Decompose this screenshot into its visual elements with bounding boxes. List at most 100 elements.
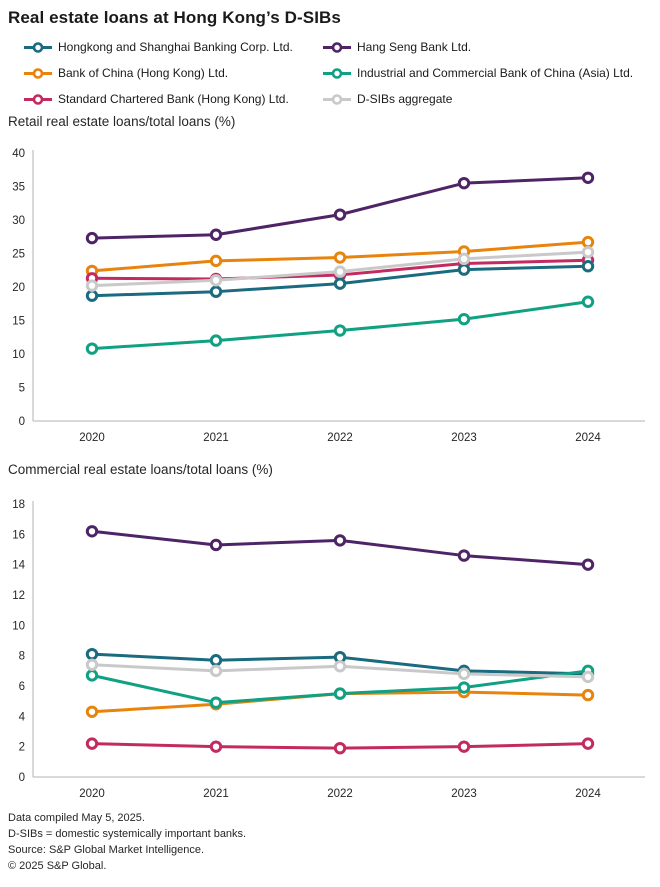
legend-line-marker-icon (323, 41, 351, 53)
y-axis-tick-label: 14 (12, 560, 25, 572)
data-point-aggregate-2020 (85, 658, 99, 671)
data-point-hangseng-2020 (85, 231, 99, 245)
data-point-hsbc-2021 (209, 285, 223, 298)
data-point-hsbc-2020 (85, 647, 99, 661)
y-axis-tick-label: 18 (12, 499, 25, 511)
y-axis-tick-label: 35 (12, 182, 25, 194)
data-point-hsbc-2020 (85, 289, 99, 302)
data-point-aggregate-2023 (457, 667, 471, 681)
x-axis-tick-label: 2024 (575, 788, 601, 800)
legend-label: Hongkong and Shanghai Banking Corp. Ltd. (58, 40, 293, 54)
y-axis-tick-label: 2 (19, 742, 25, 754)
x-axis-tick-label: 2020 (79, 788, 105, 800)
data-point-icbc-2021 (209, 334, 223, 347)
data-point-aggregate-2024 (581, 245, 595, 259)
data-point-hangseng-2022 (333, 208, 347, 221)
data-point-boc-2024 (581, 688, 595, 702)
data-point-icbc-2024 (581, 295, 595, 308)
data-point-boc-2020 (85, 705, 99, 718)
data-point-icbc-2022 (333, 687, 347, 700)
y-axis-tick-label: 30 (12, 215, 25, 227)
retail-chart-title: Retail real estate loans/total loans (%) (8, 114, 236, 129)
x-axis-tick-label: 2024 (575, 432, 601, 444)
footer-copyright: © 2025 S&P Global. (8, 860, 107, 872)
data-point-icbc-2021 (209, 696, 223, 709)
legend-label: Hang Seng Bank Ltd. (357, 40, 472, 54)
data-point-scb-2024 (581, 737, 595, 750)
data-point-hsbc-2022 (333, 277, 347, 290)
data-point-aggregate-2023 (457, 252, 471, 266)
data-point-aggregate-2021 (209, 664, 223, 678)
data-point-boc-2024 (581, 235, 595, 249)
data-point-hsbc-2023 (457, 263, 471, 276)
legend-label: Industrial and Commercial Bank of China … (357, 66, 634, 80)
data-point-hangseng-2020 (85, 525, 99, 538)
data-point-icbc-2020 (85, 342, 99, 355)
data-point-aggregate-2022 (333, 660, 347, 673)
data-point-scb-2023 (457, 740, 471, 753)
legend-item-boc: Bank of China (Hong Kong) Ltd. (24, 65, 323, 81)
y-axis-tick-label: 15 (12, 316, 25, 328)
y-axis-tick-label: 5 (19, 383, 25, 395)
data-point-hsbc-2021 (209, 654, 223, 667)
y-axis-tick-label: 6 (19, 681, 25, 693)
commercial-chart-title: Commercial real estate loans/total loans… (8, 462, 273, 477)
x-axis-tick-label: 2020 (79, 432, 105, 444)
legend-item-hangseng: Hang Seng Bank Ltd. (323, 39, 652, 55)
data-point-hangseng-2023 (457, 176, 471, 190)
footer-dsib-definition: D-SIBs = domestic systemically important… (8, 828, 247, 840)
x-axis-tick-label: 2022 (327, 432, 353, 444)
x-axis-tick-label: 2021 (203, 432, 229, 444)
y-axis-tick-label: 0 (19, 772, 25, 784)
y-axis-tick-label: 10 (12, 349, 25, 361)
data-point-aggregate-2022 (333, 265, 347, 278)
legend-line-marker-icon (24, 41, 52, 53)
data-point-hangseng-2021 (209, 538, 223, 552)
legend-item-aggregate: D-SIBs aggregate (323, 91, 652, 107)
x-axis-tick-label: 2021 (203, 788, 229, 800)
y-axis-tick-label: 12 (12, 590, 25, 602)
legend-line-marker-icon (323, 67, 351, 79)
data-point-aggregate-2021 (209, 274, 223, 287)
y-axis-tick-label: 0 (19, 416, 25, 428)
legend-item-scb: Standard Chartered Bank (Hong Kong) Ltd. (24, 91, 323, 107)
data-point-aggregate-2020 (85, 279, 99, 292)
data-point-scb-2020 (85, 737, 99, 750)
x-axis-tick-label: 2022 (327, 788, 353, 800)
legend-line-marker-icon (24, 67, 52, 79)
data-point-hsbc-2024 (581, 260, 595, 273)
data-point-boc-2022 (333, 251, 347, 264)
y-axis-tick-label: 8 (19, 651, 25, 663)
legend-item-hsbc: Hongkong and Shanghai Banking Corp. Ltd. (24, 39, 323, 55)
page-title: Real estate loans at Hong Kong’s D-SIBs (8, 8, 341, 27)
series-line-hangseng (90, 176, 590, 240)
data-point-icbc-2022 (333, 324, 347, 337)
data-point-aggregate-2024 (581, 670, 595, 684)
y-axis-tick-label: 10 (12, 620, 25, 632)
y-axis-tick-label: 4 (19, 711, 26, 723)
footer-notes: Data compiled May 5, 2025. D-SIBs = dome… (8, 810, 246, 874)
legend-item-icbc: Industrial and Commercial Bank of China … (323, 65, 652, 81)
legend: Hongkong and Shanghai Banking Corp. Ltd.… (24, 39, 652, 107)
x-axis-tick-label: 2023 (451, 788, 477, 800)
retail-line-chart: 0 5 10 15 20 25 30 35 40 2020 2021 2022 2023 2024 (12, 148, 645, 444)
legend-label: D-SIBs aggregate (357, 92, 453, 106)
data-point-hangseng-2021 (209, 228, 223, 241)
x-axis-tick-label: 2023 (451, 432, 477, 444)
y-axis-tick-label: 16 (12, 529, 25, 541)
data-point-scb-2022 (333, 741, 347, 755)
data-point-scb-2021 (209, 740, 223, 753)
data-point-hangseng-2024 (581, 171, 595, 184)
data-point-hangseng-2024 (581, 558, 595, 571)
legend-line-marker-icon (323, 93, 351, 105)
data-point-icbc-2023 (457, 681, 471, 694)
footer-source: Source: S&P Global Market Intelligence. (8, 844, 205, 856)
y-axis-tick-label: 25 (12, 249, 25, 261)
y-axis-tick-label: 40 (12, 148, 25, 160)
data-point-hangseng-2022 (333, 534, 347, 547)
data-point-hangseng-2023 (457, 549, 471, 562)
data-point-icbc-2023 (457, 312, 471, 326)
legend-column-1: Hongkong and Shanghai Banking Corp. Ltd.… (24, 39, 323, 107)
legend-column-2: Hang Seng Bank Ltd. Industrial and Commer… (323, 39, 652, 107)
